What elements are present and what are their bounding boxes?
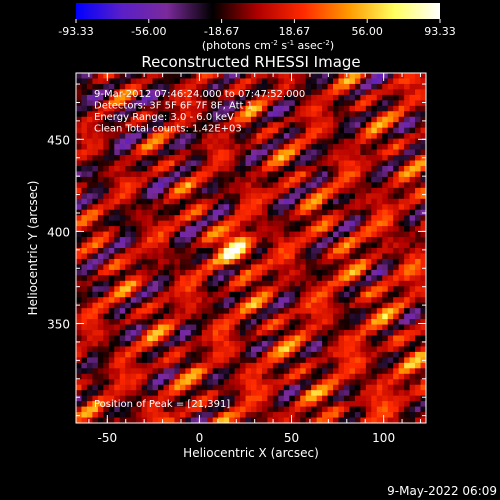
y-tick-label: 400 — [47, 225, 70, 239]
x-tick-label: -50 — [98, 431, 118, 445]
x-axis-label: Heliocentric X (arcsec) — [183, 446, 319, 460]
x-tick-label: 50 — [284, 431, 299, 445]
plot-frame — [75, 72, 427, 424]
colorbar-ticks: -93.33 -56.00 -18.67 18.67 56.00 93.33 — [58, 19, 456, 38]
y-axis: 350 400 450 — [47, 83, 426, 417]
annotation-line: Detectors: 3F 5F 6F 7F 8F, Att 1 — [94, 101, 253, 112]
colorbar-tick-label: -56.00 — [131, 25, 166, 38]
footer-date: 9-May-2022 06:09 — [387, 484, 497, 498]
colorbar — [76, 3, 440, 19]
colorbar-tick-label: -93.33 — [58, 25, 93, 38]
x-tick-label: 0 — [196, 431, 204, 445]
colorbar-units: (photons cm-2 s-1 asec-2) — [202, 39, 334, 52]
colorbar-tick-label: 18.67 — [279, 25, 311, 38]
heatmap-image — [76, 73, 426, 423]
annotations: 9-Mar-2012 07:46:24.000 to 07:47:52.000D… — [94, 89, 305, 135]
annotation-line: 9-Mar-2012 07:46:24.000 to 07:47:52.000 — [94, 89, 305, 100]
annotation-line: Clean Total counts: 1.42E+03 — [94, 124, 242, 135]
peak-position-label: Position of Peak = [21,391] — [94, 399, 230, 410]
y-axis-label: Heliocentric Y (arcsec) — [26, 181, 40, 316]
y-tick-label: 350 — [47, 318, 70, 332]
colorbar-tick-label: 56.00 — [351, 25, 383, 38]
x-tick-label: 100 — [372, 431, 395, 445]
x-axis: -50 0 50 100 — [88, 73, 421, 445]
colorbar-tick-label: -18.67 — [204, 25, 239, 38]
chart-title: Reconstructed RHESSI Image — [141, 53, 360, 71]
y-tick-label: 450 — [47, 133, 70, 147]
annotation-line: Energy Range: 3.0 - 6.0 keV — [94, 112, 234, 123]
colorbar-tick-label: 93.33 — [424, 25, 456, 38]
